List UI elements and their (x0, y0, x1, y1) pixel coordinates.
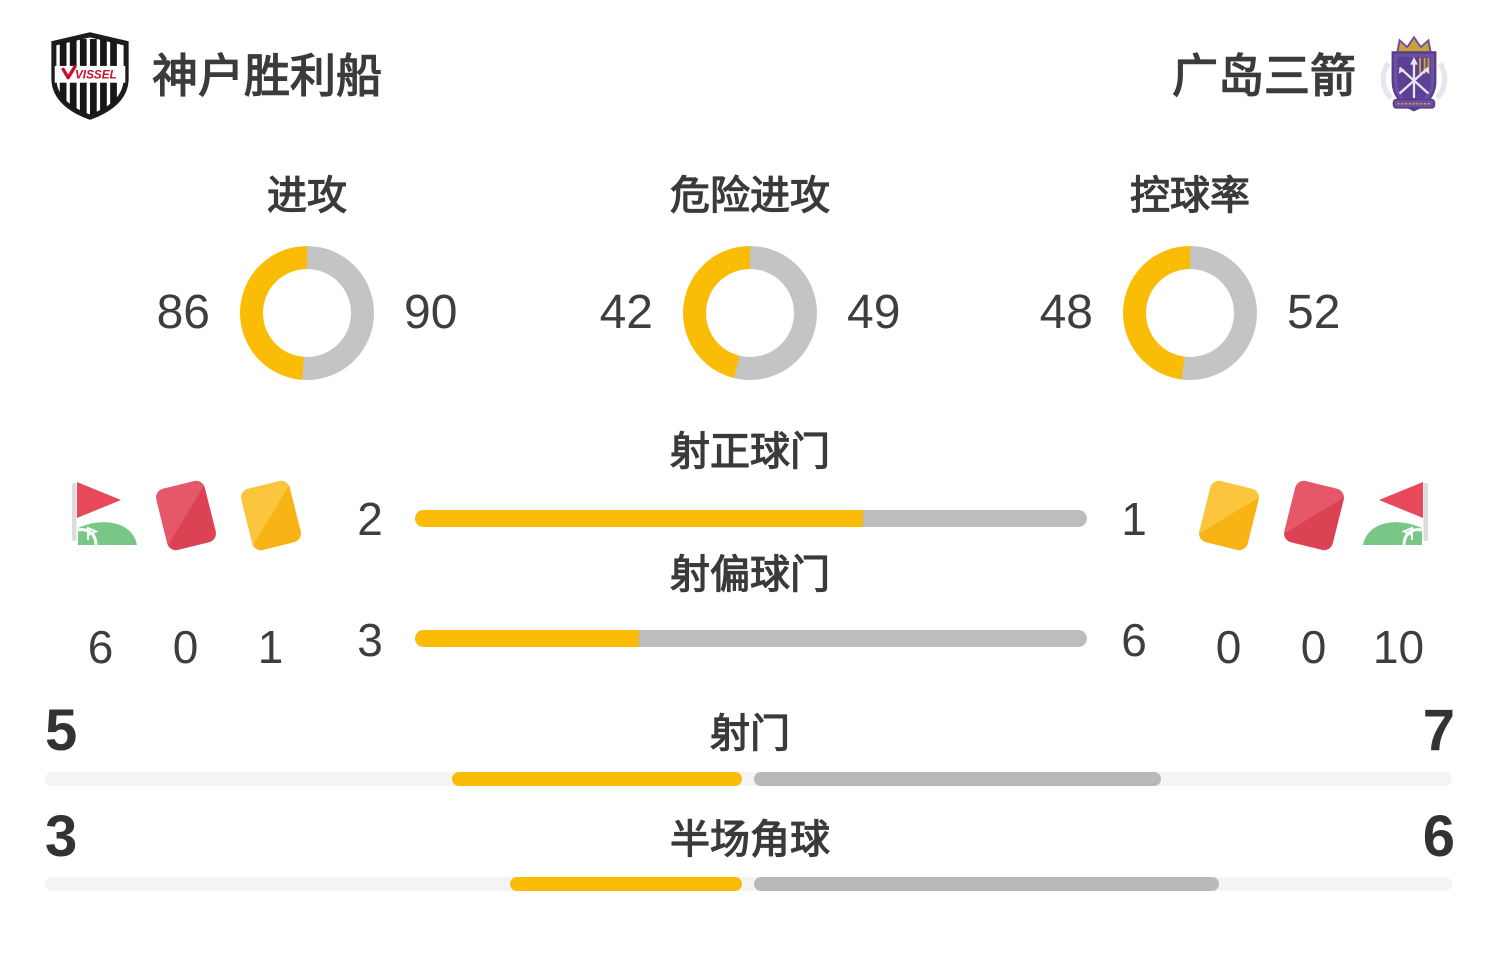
away-team-name: 广岛三箭 (1172, 50, 1356, 102)
red-card-icon (1281, 478, 1346, 552)
yellow-card-icon (238, 478, 303, 552)
half-corners-bar-track (45, 877, 1452, 891)
donut-title-attacks: 进攻 (267, 174, 347, 218)
shots-on-target-bar (415, 510, 1087, 527)
shots-on-target-home-value: 2 (357, 493, 383, 545)
dangerous-attacks-donut-chart (683, 246, 817, 380)
possession-away-value: 52 (1287, 286, 1341, 339)
half-corners-home-value: 3 (45, 804, 78, 869)
corner-flag-icon (1362, 482, 1428, 546)
home-discipline-icons (58, 478, 313, 552)
shots-home-value: 5 (45, 698, 78, 763)
away-discipline-icons (1186, 478, 1441, 552)
half-corners-bar-away-segment (754, 877, 1219, 891)
attacks-away-value: 90 (404, 286, 458, 339)
half-corners-title: 半场角球 (670, 818, 830, 862)
shots-away-value: 7 (1422, 698, 1455, 763)
away-corners-value: 10 (1372, 621, 1425, 673)
attacks-home-value: 86 (156, 286, 210, 339)
vissel-wordmark: VISSEL (75, 69, 117, 82)
donut-title-dangerous-attacks: 危险进攻 (670, 174, 830, 218)
shots-on-target-title: 射正球门 (670, 430, 830, 474)
yellow-card-icon (1196, 478, 1261, 552)
home-discipline-values: 6 0 1 (58, 612, 313, 682)
shots-bar-track (45, 772, 1452, 786)
shots-on-target-away-value: 1 (1121, 493, 1147, 545)
donut-group-possession: 控球率 48 52 (960, 172, 1420, 380)
home-yellow-cards-value: 1 (257, 621, 284, 673)
vissel-kobe-logo: VISSEL (51, 32, 129, 120)
attacks-donut-chart (240, 246, 374, 380)
shots-bar-away-segment (754, 772, 1161, 786)
shots-off-target-away-value: 6 (1121, 614, 1147, 666)
away-yellow-cards-value: 0 (1215, 621, 1242, 673)
shots-title: 射门 (710, 712, 790, 756)
sanfrecce-hiroshima-logo (1380, 35, 1448, 112)
team-home: VISSEL 神户胜利船 (48, 32, 382, 120)
possession-home-value: 48 (1039, 286, 1093, 339)
donut-group-attacks: 进攻 86 90 (77, 172, 537, 380)
red-card-icon (153, 478, 218, 552)
home-corners-value: 6 (87, 621, 114, 673)
dangerous-attacks-away-value: 49 (847, 286, 901, 339)
shots-off-target-bar (415, 630, 1087, 647)
shots-bar-home-segment (452, 772, 742, 786)
header: VISSEL 神户胜利船 广岛三箭 (48, 30, 1452, 122)
home-team-name: 神户胜利船 (152, 50, 382, 102)
possession-donut-chart (1123, 246, 1257, 380)
shots-off-target-title: 射偏球门 (670, 553, 830, 597)
home-red-cards-value: 0 (172, 621, 199, 673)
corner-flag-icon (71, 482, 137, 546)
half-corners-away-value: 6 (1422, 804, 1455, 869)
donut-title-possession: 控球率 (1130, 174, 1250, 218)
half-corners-bar-home-segment (510, 877, 742, 891)
team-away: 广岛三箭 (1172, 34, 1452, 118)
donut-group-dangerous-attacks: 危险进攻 42 49 (520, 172, 980, 380)
shots-off-target-home-value: 3 (357, 614, 383, 666)
away-discipline-values: 0 0 10 (1186, 612, 1441, 682)
dangerous-attacks-home-value: 42 (599, 286, 653, 339)
away-red-cards-value: 0 (1300, 621, 1327, 673)
